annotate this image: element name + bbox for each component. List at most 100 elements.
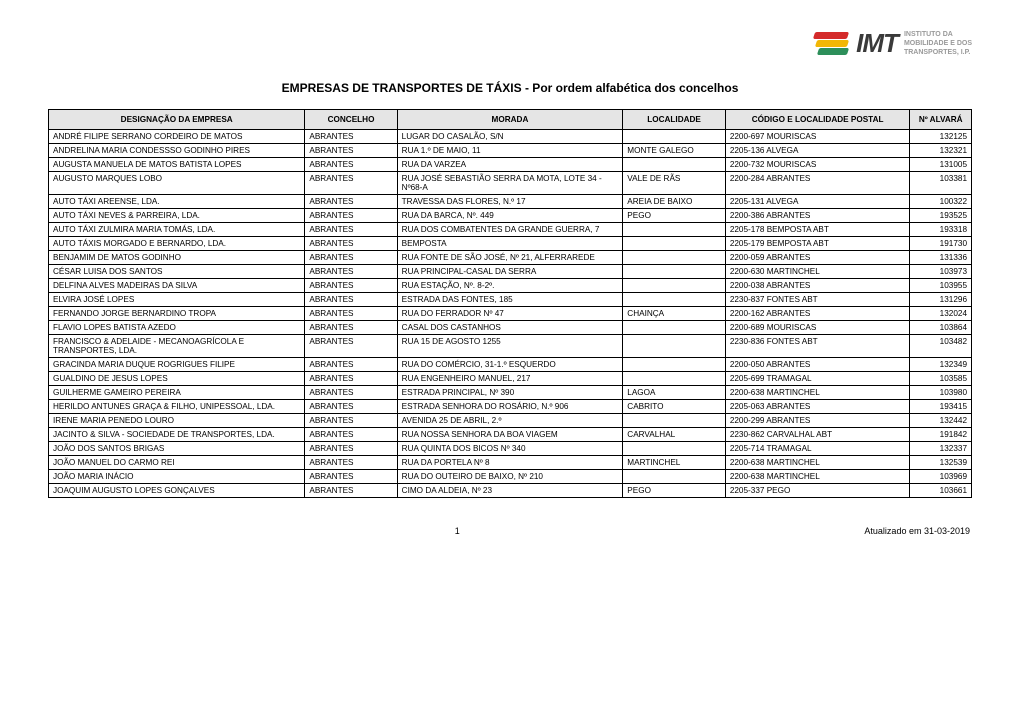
cell-morada: RUA JOSÉ SEBASTIÃO SERRA DA MOTA, LOTE 3…	[397, 172, 623, 195]
cell-concelho: ABRANTES	[305, 293, 397, 307]
cell-morada: RUA ESTAÇÃO, Nº. 8-2º.	[397, 279, 623, 293]
cell-designacao: JOAQUIM AUGUSTO LOPES GONÇALVES	[49, 484, 305, 498]
cell-designacao: FLAVIO LOPES BATISTA AZEDO	[49, 321, 305, 335]
cell-concelho: ABRANTES	[305, 307, 397, 321]
cell-codigo: 2200-284 ABRANTES	[725, 172, 910, 195]
cell-alvara: 131005	[910, 158, 972, 172]
cell-designacao: AUTO TÁXI NEVES & PARREIRA, LDA.	[49, 209, 305, 223]
cell-localidade: CHAINÇA	[623, 307, 726, 321]
table-row: JOÃO DOS SANTOS BRIGASABRANTESRUA QUINTA…	[49, 442, 972, 456]
col-morada: MORADA	[397, 110, 623, 130]
cell-alvara: 103864	[910, 321, 972, 335]
cell-codigo: 2200-162 ABRANTES	[725, 307, 910, 321]
imt-sub3: TRANSPORTES, I.P.	[904, 48, 972, 57]
cell-designacao: IRENE MARIA PENEDO LOURO	[49, 414, 305, 428]
cell-codigo: 2200-689 MOURISCAS	[725, 321, 910, 335]
page-footer: 1 Atualizado em 31-03-2019	[48, 526, 972, 536]
cell-codigo: 2200-299 ABRANTES	[725, 414, 910, 428]
cell-codigo: 2230-862 CARVALHAL ABT	[725, 428, 910, 442]
cell-concelho: ABRANTES	[305, 251, 397, 265]
cell-codigo: 2200-038 ABRANTES	[725, 279, 910, 293]
cell-concelho: ABRANTES	[305, 265, 397, 279]
imt-sub2: MOBILIDADE E DOS	[904, 39, 972, 48]
cell-alvara: 132024	[910, 307, 972, 321]
cell-alvara: 103955	[910, 279, 972, 293]
cell-concelho: ABRANTES	[305, 144, 397, 158]
cell-localidade: CARVALHAL	[623, 428, 726, 442]
cell-morada: ESTRADA DAS FONTES, 185	[397, 293, 623, 307]
cell-alvara: 103980	[910, 386, 972, 400]
table-row: FERNANDO JORGE BERNARDINO TROPAABRANTESR…	[49, 307, 972, 321]
cell-codigo: 2200-386 ABRANTES	[725, 209, 910, 223]
cell-designacao: AUTO TÁXI AREENSE, LDA.	[49, 195, 305, 209]
cell-codigo: 2205-179 BEMPOSTA ABT	[725, 237, 910, 251]
cell-codigo: 2200-638 MARTINCHEL	[725, 456, 910, 470]
cell-concelho: ABRANTES	[305, 321, 397, 335]
cell-codigo: 2230-837 FONTES ABT	[725, 293, 910, 307]
cell-alvara: 103661	[910, 484, 972, 498]
cell-localidade	[623, 442, 726, 456]
cell-concelho: ABRANTES	[305, 386, 397, 400]
cell-localidade	[623, 279, 726, 293]
cell-morada: BEMPOSTA	[397, 237, 623, 251]
updated-date: Atualizado em 31-03-2019	[864, 526, 970, 536]
table-row: CÉSAR LUISA DOS SANTOSABRANTESRUA PRINCI…	[49, 265, 972, 279]
cell-localidade: VALE DE RÃS	[623, 172, 726, 195]
table-row: HERILDO ANTUNES GRAÇA & FILHO, UNIPESSOA…	[49, 400, 972, 414]
cell-alvara: 131296	[910, 293, 972, 307]
table-row: ANDRELINA MARIA CONDESSSO GODINHO PIRESA…	[49, 144, 972, 158]
imt-logo-subtitle: INSTITUTO DA MOBILIDADE E DOS TRANSPORTE…	[904, 30, 972, 57]
cell-concelho: ABRANTES	[305, 237, 397, 251]
cell-morada: RUA 15 DE AGOSTO 1255	[397, 335, 623, 358]
cell-designacao: CÉSAR LUISA DOS SANTOS	[49, 265, 305, 279]
cell-designacao: FRANCISCO & ADELAIDE - MECANOAGRÍCOLA E …	[49, 335, 305, 358]
cell-morada: RUA DA VARZEA	[397, 158, 623, 172]
cell-morada: RUA 1.º DE MAIO, 11	[397, 144, 623, 158]
cell-morada: RUA FONTE DE SÃO JOSÉ, Nº 21, ALFERRARED…	[397, 251, 623, 265]
imt-logo-acronym: IMT	[856, 28, 898, 59]
cell-concelho: ABRANTES	[305, 442, 397, 456]
cell-localidade	[623, 358, 726, 372]
page-title: EMPRESAS DE TRANSPORTES DE TÁXIS - Por o…	[48, 81, 972, 95]
cell-localidade	[623, 237, 726, 251]
cell-morada: RUA QUINTA DOS BICOS Nº 340	[397, 442, 623, 456]
cell-codigo: 2205-063 ABRANTES	[725, 400, 910, 414]
cell-morada: RUA PRINCIPAL-CASAL DA SERRA	[397, 265, 623, 279]
cell-alvara: 103969	[910, 470, 972, 484]
cell-alvara: 132125	[910, 130, 972, 144]
page-number: 1	[50, 526, 864, 536]
cell-localidade	[623, 372, 726, 386]
table-row: AUGUSTO MARQUES LOBOABRANTESRUA JOSÉ SEB…	[49, 172, 972, 195]
cell-alvara: 191730	[910, 237, 972, 251]
cell-alvara: 100322	[910, 195, 972, 209]
cell-codigo: 2200-638 MARTINCHEL	[725, 470, 910, 484]
cell-localidade: CABRITO	[623, 400, 726, 414]
table-row: FLAVIO LOPES BATISTA AZEDOABRANTESCASAL …	[49, 321, 972, 335]
cell-concelho: ABRANTES	[305, 484, 397, 498]
table-row: AUGUSTA MANUELA DE MATOS BATISTA LOPESAB…	[49, 158, 972, 172]
cell-designacao: AUGUSTA MANUELA DE MATOS BATISTA LOPES	[49, 158, 305, 172]
table-row: GUALDINO DE JESUS LOPESABRANTESRUA ENGEN…	[49, 372, 972, 386]
cell-codigo: 2200-697 MOURISCAS	[725, 130, 910, 144]
table-row: GUILHERME GAMEIRO PEREIRAABRANTESESTRADA…	[49, 386, 972, 400]
cell-localidade	[623, 335, 726, 358]
cell-alvara: 132539	[910, 456, 972, 470]
cell-concelho: ABRANTES	[305, 335, 397, 358]
cell-morada: RUA DO COMÉRCIO, 31-1.º ESQUERDO	[397, 358, 623, 372]
table-row: AUTO TÁXI AREENSE, LDA.ABRANTESTRAVESSA …	[49, 195, 972, 209]
cell-codigo: 2205-131 ALVEGA	[725, 195, 910, 209]
table-row: JOÃO MARIA INÁCIOABRANTESRUA DO OUTEIRO …	[49, 470, 972, 484]
cell-codigo: 2200-630 MARTINCHEL	[725, 265, 910, 279]
cell-localidade	[623, 251, 726, 265]
cell-alvara: 103482	[910, 335, 972, 358]
cell-alvara: 103973	[910, 265, 972, 279]
cell-morada: CIMO DA ALDEIA, Nº 23	[397, 484, 623, 498]
cell-localidade: MARTINCHEL	[623, 456, 726, 470]
cell-concelho: ABRANTES	[305, 130, 397, 144]
cell-designacao: AUGUSTO MARQUES LOBO	[49, 172, 305, 195]
cell-localidade	[623, 265, 726, 279]
cell-alvara: 132442	[910, 414, 972, 428]
cell-morada: RUA DO OUTEIRO DE BAIXO, Nº 210	[397, 470, 623, 484]
col-concelho: CONCELHO	[305, 110, 397, 130]
cell-designacao: GUALDINO DE JESUS LOPES	[49, 372, 305, 386]
